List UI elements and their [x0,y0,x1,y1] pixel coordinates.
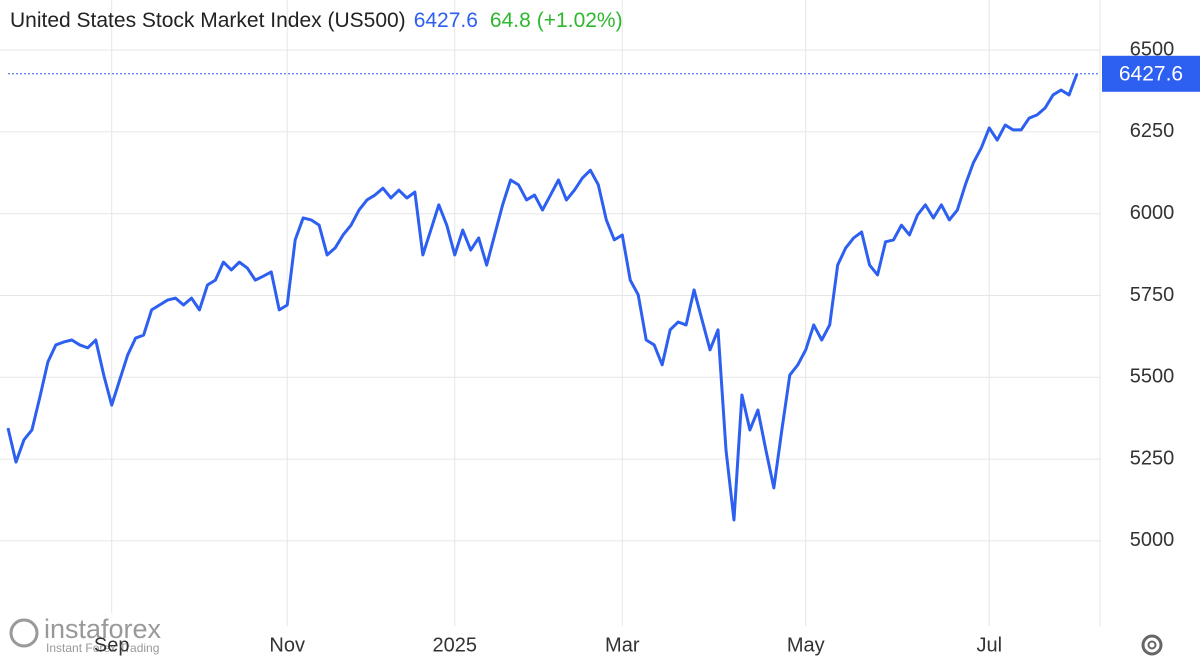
x-tick-label: Nov [269,634,305,656]
watermark-brand: instaforex [44,614,162,644]
x-tick-label: 2025 [432,634,477,656]
y-tick-label: 6000 [1130,202,1175,224]
watermark-tagline: Instant Forex Trading [46,641,159,655]
y-tick-label: 5500 [1130,366,1175,388]
last-price-tag [1102,55,1200,92]
header: United States Stock Market Index (US500)… [10,9,623,32]
y-tick-label: 5750 [1130,284,1175,306]
change: 64.8 [490,9,531,32]
gear-hub[interactable] [1147,640,1157,650]
grid [0,0,1100,626]
watermark: instaforex Instant Forex Trading [0,613,180,658]
y-tick-label: 6250 [1130,120,1175,142]
chart-title: United States Stock Market Index (US500) [10,9,406,32]
change-percent: (+1.02%) [537,9,623,32]
x-tick-label: Sep [94,634,130,656]
plot: 6427.6 [6,55,1200,522]
x-tick-label: Mar [605,634,640,656]
y-tick-label: 5250 [1130,447,1175,469]
x-tick-label: Jul [976,634,1002,656]
x-tick-label: May [787,634,825,656]
y-tick-label: 6500 [1130,38,1175,60]
settings-icon[interactable] [1141,634,1163,656]
y-tick-label: 5000 [1130,529,1175,551]
last-price-label: 6427.6 [1119,62,1183,85]
price-line [6,73,1079,522]
gear[interactable] [1141,634,1163,656]
price: 6427.6 [414,9,478,32]
watermark-logo [9,618,39,648]
